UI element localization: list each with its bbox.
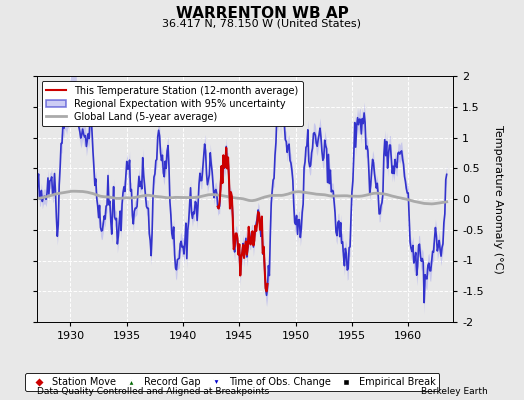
Text: WARRENTON WB AP: WARRENTON WB AP (176, 6, 348, 21)
Y-axis label: Temperature Anomaly (°C): Temperature Anomaly (°C) (494, 125, 504, 273)
Text: Berkeley Earth: Berkeley Earth (421, 387, 487, 396)
Legend: Station Move, Record Gap, Time of Obs. Change, Empirical Break: Station Move, Record Gap, Time of Obs. C… (26, 373, 440, 391)
Text: Data Quality Controlled and Aligned at Breakpoints: Data Quality Controlled and Aligned at B… (37, 387, 269, 396)
Text: 36.417 N, 78.150 W (United States): 36.417 N, 78.150 W (United States) (162, 18, 362, 28)
